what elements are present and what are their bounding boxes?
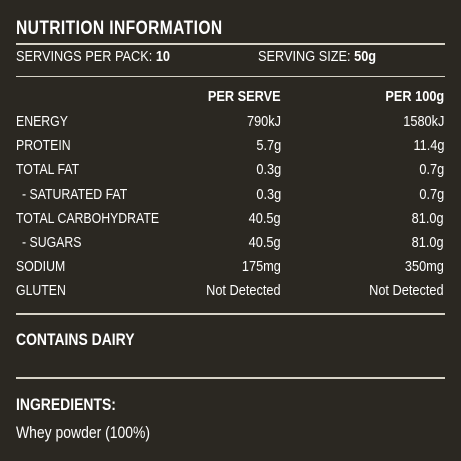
- table-row: SODIUM 175mg 350mg: [16, 256, 445, 280]
- row-label: PROTEIN: [16, 137, 71, 155]
- nutrition-table: ENERGY 790kJ 1580kJ PROTEIN 5.7g 11.4g T…: [16, 111, 445, 305]
- column-header-per-100g: PER 100g: [385, 88, 444, 105]
- table-divider: [16, 313, 445, 315]
- table-row: - SUGARS 40.5g 81.0g: [16, 232, 445, 256]
- title-divider: [16, 43, 445, 45]
- row-per-serve: 0.3g: [256, 185, 281, 203]
- row-per-100g: 0.7g: [419, 161, 444, 179]
- row-per-100g: 350mg: [405, 258, 444, 276]
- row-per-serve: 40.5g: [249, 233, 281, 251]
- serving-size: SERVING SIZE: 50g: [258, 48, 376, 65]
- serving-size-label: SERVING SIZE:: [258, 48, 351, 65]
- row-label: - SATURATED FAT: [22, 185, 128, 203]
- table-row: TOTAL FAT 0.3g 0.7g: [16, 159, 445, 183]
- servings-label: SERVINGS PER PACK:: [16, 48, 153, 65]
- ingredients-text: Whey powder (100%): [16, 423, 151, 442]
- row-per-serve: 0.3g: [256, 161, 281, 179]
- row-per-serve: 5.7g: [256, 137, 281, 155]
- row-per-serve: Not Detected: [206, 282, 281, 300]
- table-row: GLUTEN Not Detected Not Detected: [16, 280, 445, 304]
- meta-divider: [16, 76, 445, 77]
- row-per-serve: 40.5g: [249, 209, 281, 227]
- row-label: ENERGY: [16, 113, 68, 130]
- row-per-100g: 81.0g: [412, 233, 444, 251]
- row-per-serve: 175mg: [242, 258, 281, 276]
- row-per-100g: 81.0g: [412, 209, 444, 227]
- table-row: ENERGY 790kJ 1580kJ: [16, 111, 445, 135]
- column-header-per-serve: PER SERVE: [208, 88, 281, 105]
- table-row: TOTAL CARBOHYDRATE 40.5g 81.0g: [16, 208, 445, 232]
- row-per-100g: 0.7g: [419, 185, 444, 203]
- table-row: - SATURATED FAT 0.3g 0.7g: [16, 184, 445, 208]
- row-per-100g: Not Detected: [369, 282, 444, 300]
- ingredients-title: INGREDIENTS:: [16, 395, 116, 414]
- row-label: SODIUM: [16, 258, 66, 276]
- row-per-100g: 1580kJ: [402, 113, 444, 130]
- row-label: TOTAL FAT: [16, 161, 80, 179]
- row-per-serve: 790kJ: [246, 113, 281, 130]
- nutrition-title: NUTRITION INFORMATION: [16, 18, 223, 39]
- servings-per-pack: SERVINGS PER PACK: 10: [16, 48, 170, 65]
- row-label: TOTAL CARBOHYDRATE: [16, 209, 160, 227]
- row-label: GLUTEN: [16, 282, 66, 300]
- row-per-100g: 11.4g: [413, 137, 444, 155]
- servings-value: 10: [155, 48, 171, 65]
- table-row: PROTEIN 5.7g 11.4g: [16, 135, 445, 159]
- allergen-divider: [16, 377, 445, 379]
- serving-size-value: 50g: [354, 48, 377, 65]
- row-label: - SUGARS: [22, 233, 82, 251]
- allergen-statement: CONTAINS DAIRY: [16, 330, 135, 349]
